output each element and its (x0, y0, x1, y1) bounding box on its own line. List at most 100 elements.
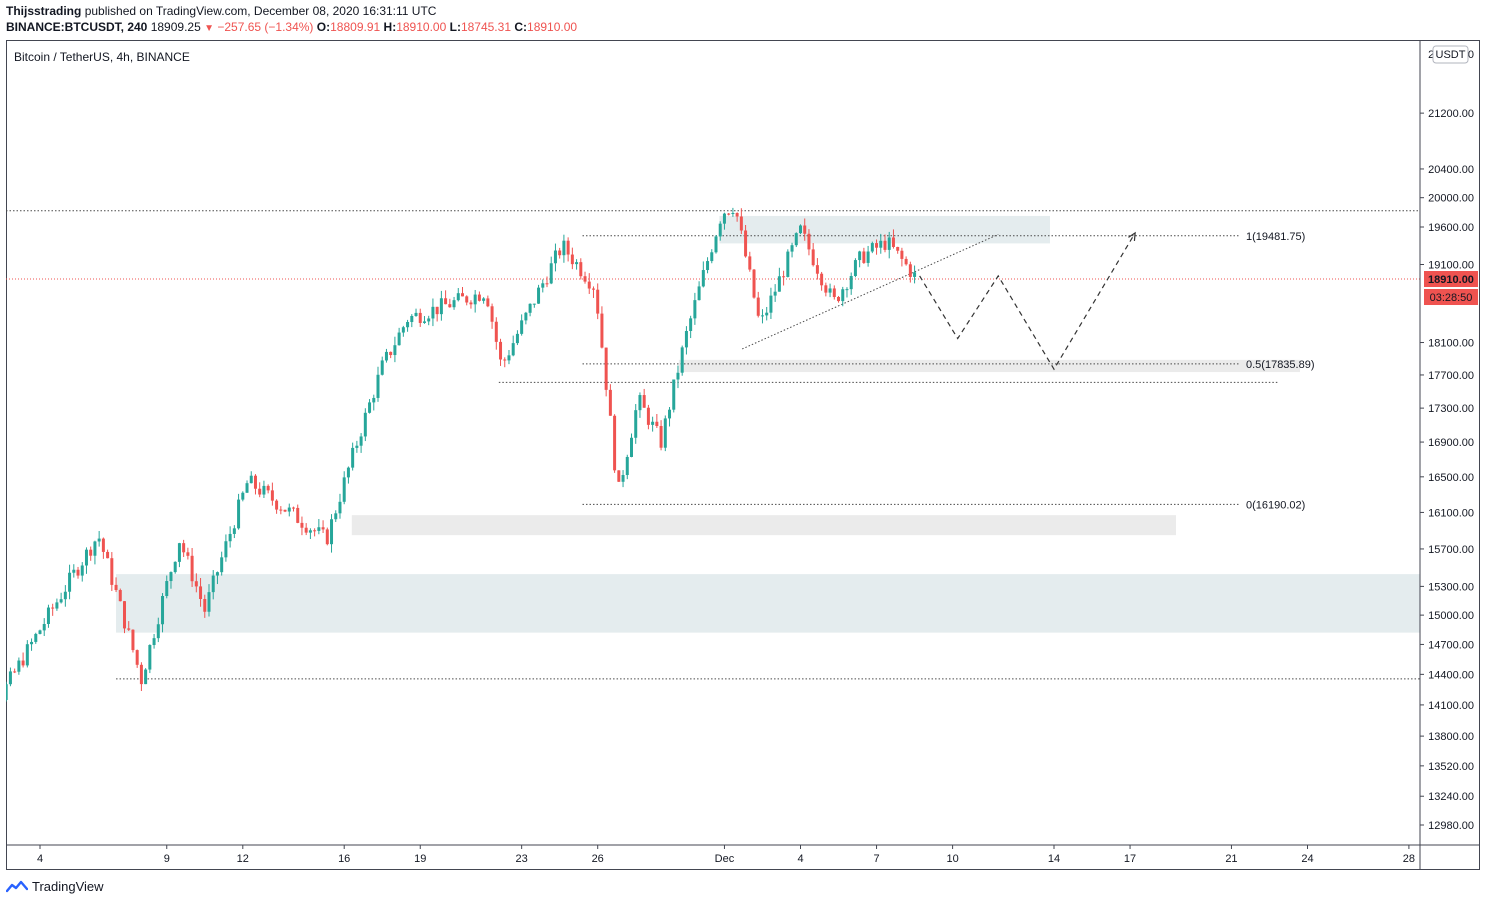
last-price: 18909.25 (150, 20, 201, 34)
candle-body (89, 549, 93, 556)
candle-body (249, 475, 253, 484)
candle-down (461, 287, 464, 297)
candle-up (30, 638, 34, 651)
publish-text: published on TradingView.com, December 0… (84, 4, 437, 18)
candle-body (503, 359, 507, 361)
candle-body (887, 237, 891, 250)
candle-body (55, 602, 59, 609)
candle-body (17, 660, 21, 672)
candle-up (853, 258, 857, 278)
candle-up (684, 326, 688, 355)
candle-up (249, 471, 253, 484)
candle-down (600, 306, 604, 349)
candle-up (224, 534, 228, 562)
x-tick-label: 9 (164, 853, 170, 865)
y-tick-label: 17300.00 (1428, 403, 1474, 415)
candle-down (591, 286, 595, 298)
candle-body (355, 445, 359, 448)
candle-body (207, 592, 211, 612)
candle-body (0, 700, 3, 709)
candle-up (97, 531, 101, 547)
candle-down (617, 470, 621, 482)
candle-body (545, 283, 549, 285)
candle-body (528, 303, 532, 313)
candle-body (638, 395, 642, 411)
candle-up (173, 561, 177, 574)
candle-body (870, 243, 874, 252)
candle-up (520, 314, 524, 336)
candle-body (6, 684, 8, 700)
countdown-badge (1424, 289, 1478, 306)
candle-up (562, 234, 566, 263)
candle-body (279, 509, 283, 511)
candle-body (625, 456, 629, 476)
candle-up (207, 584, 211, 617)
candle-up (144, 668, 148, 685)
candle-body (515, 333, 519, 344)
candle-body (169, 572, 173, 582)
candle-down (837, 295, 841, 303)
candle-body (292, 507, 295, 509)
y-tick-label: 16100.00 (1428, 507, 1474, 519)
candle-body (123, 601, 126, 629)
candle-body (127, 628, 131, 630)
candle-body (59, 599, 63, 603)
candle-body (418, 312, 422, 323)
candle-body (786, 251, 790, 277)
candle-up (845, 287, 849, 298)
x-tick-label: 24 (1301, 853, 1313, 865)
candle-up (211, 570, 215, 600)
candle-down (545, 276, 549, 288)
tradingview-footer[interactable]: TradingView (6, 879, 104, 894)
candle-down (321, 520, 325, 534)
candle-body (807, 233, 811, 250)
candle-body (397, 332, 401, 346)
candle-up (262, 480, 266, 498)
candle-down (646, 404, 650, 430)
candle-body (883, 240, 887, 250)
chart-frame[interactable] (6, 40, 1480, 870)
y-tick-label: 15700.00 (1428, 544, 1474, 556)
candle-up (870, 241, 874, 254)
projection-arrowhead (1128, 231, 1136, 241)
candle-down (21, 652, 25, 668)
candle-up (410, 314, 414, 328)
author-name[interactable]: Thijsstrading (6, 4, 82, 18)
candle-down (199, 578, 203, 607)
candle-body (131, 629, 135, 651)
candle-down (891, 229, 895, 249)
candle-down (389, 351, 393, 359)
candle-body (427, 318, 431, 322)
candle-body (693, 300, 697, 319)
candle-down (194, 573, 198, 593)
candle-down (296, 504, 300, 524)
candle-up (866, 245, 870, 267)
candle-down (135, 649, 139, 668)
candle-body (790, 245, 794, 252)
candle-body (30, 641, 34, 645)
candle-body (684, 330, 688, 348)
high-label: H: (383, 20, 397, 34)
candle-up (528, 303, 532, 317)
candle-up (334, 510, 338, 523)
candle-body (634, 410, 638, 438)
candle-up (317, 519, 321, 535)
candle-up (38, 629, 42, 635)
candle-body (583, 276, 587, 282)
chart-title: Bitcoin / TetherUS, 4h, BINANCE (14, 50, 190, 64)
candle-body (617, 470, 621, 482)
candle-up (46, 604, 50, 628)
candle-body (215, 572, 219, 576)
candle-down (659, 420, 663, 451)
candle-down (118, 588, 122, 602)
candle-body (600, 313, 604, 348)
candle-body (173, 561, 177, 573)
candles (0, 207, 917, 709)
candle-body (875, 243, 879, 248)
x-tick-label: 10 (946, 853, 958, 865)
candle-up (532, 303, 536, 308)
candle-up (790, 242, 794, 258)
candle-down (503, 357, 507, 368)
change-down-icon: ▼ (204, 23, 215, 34)
